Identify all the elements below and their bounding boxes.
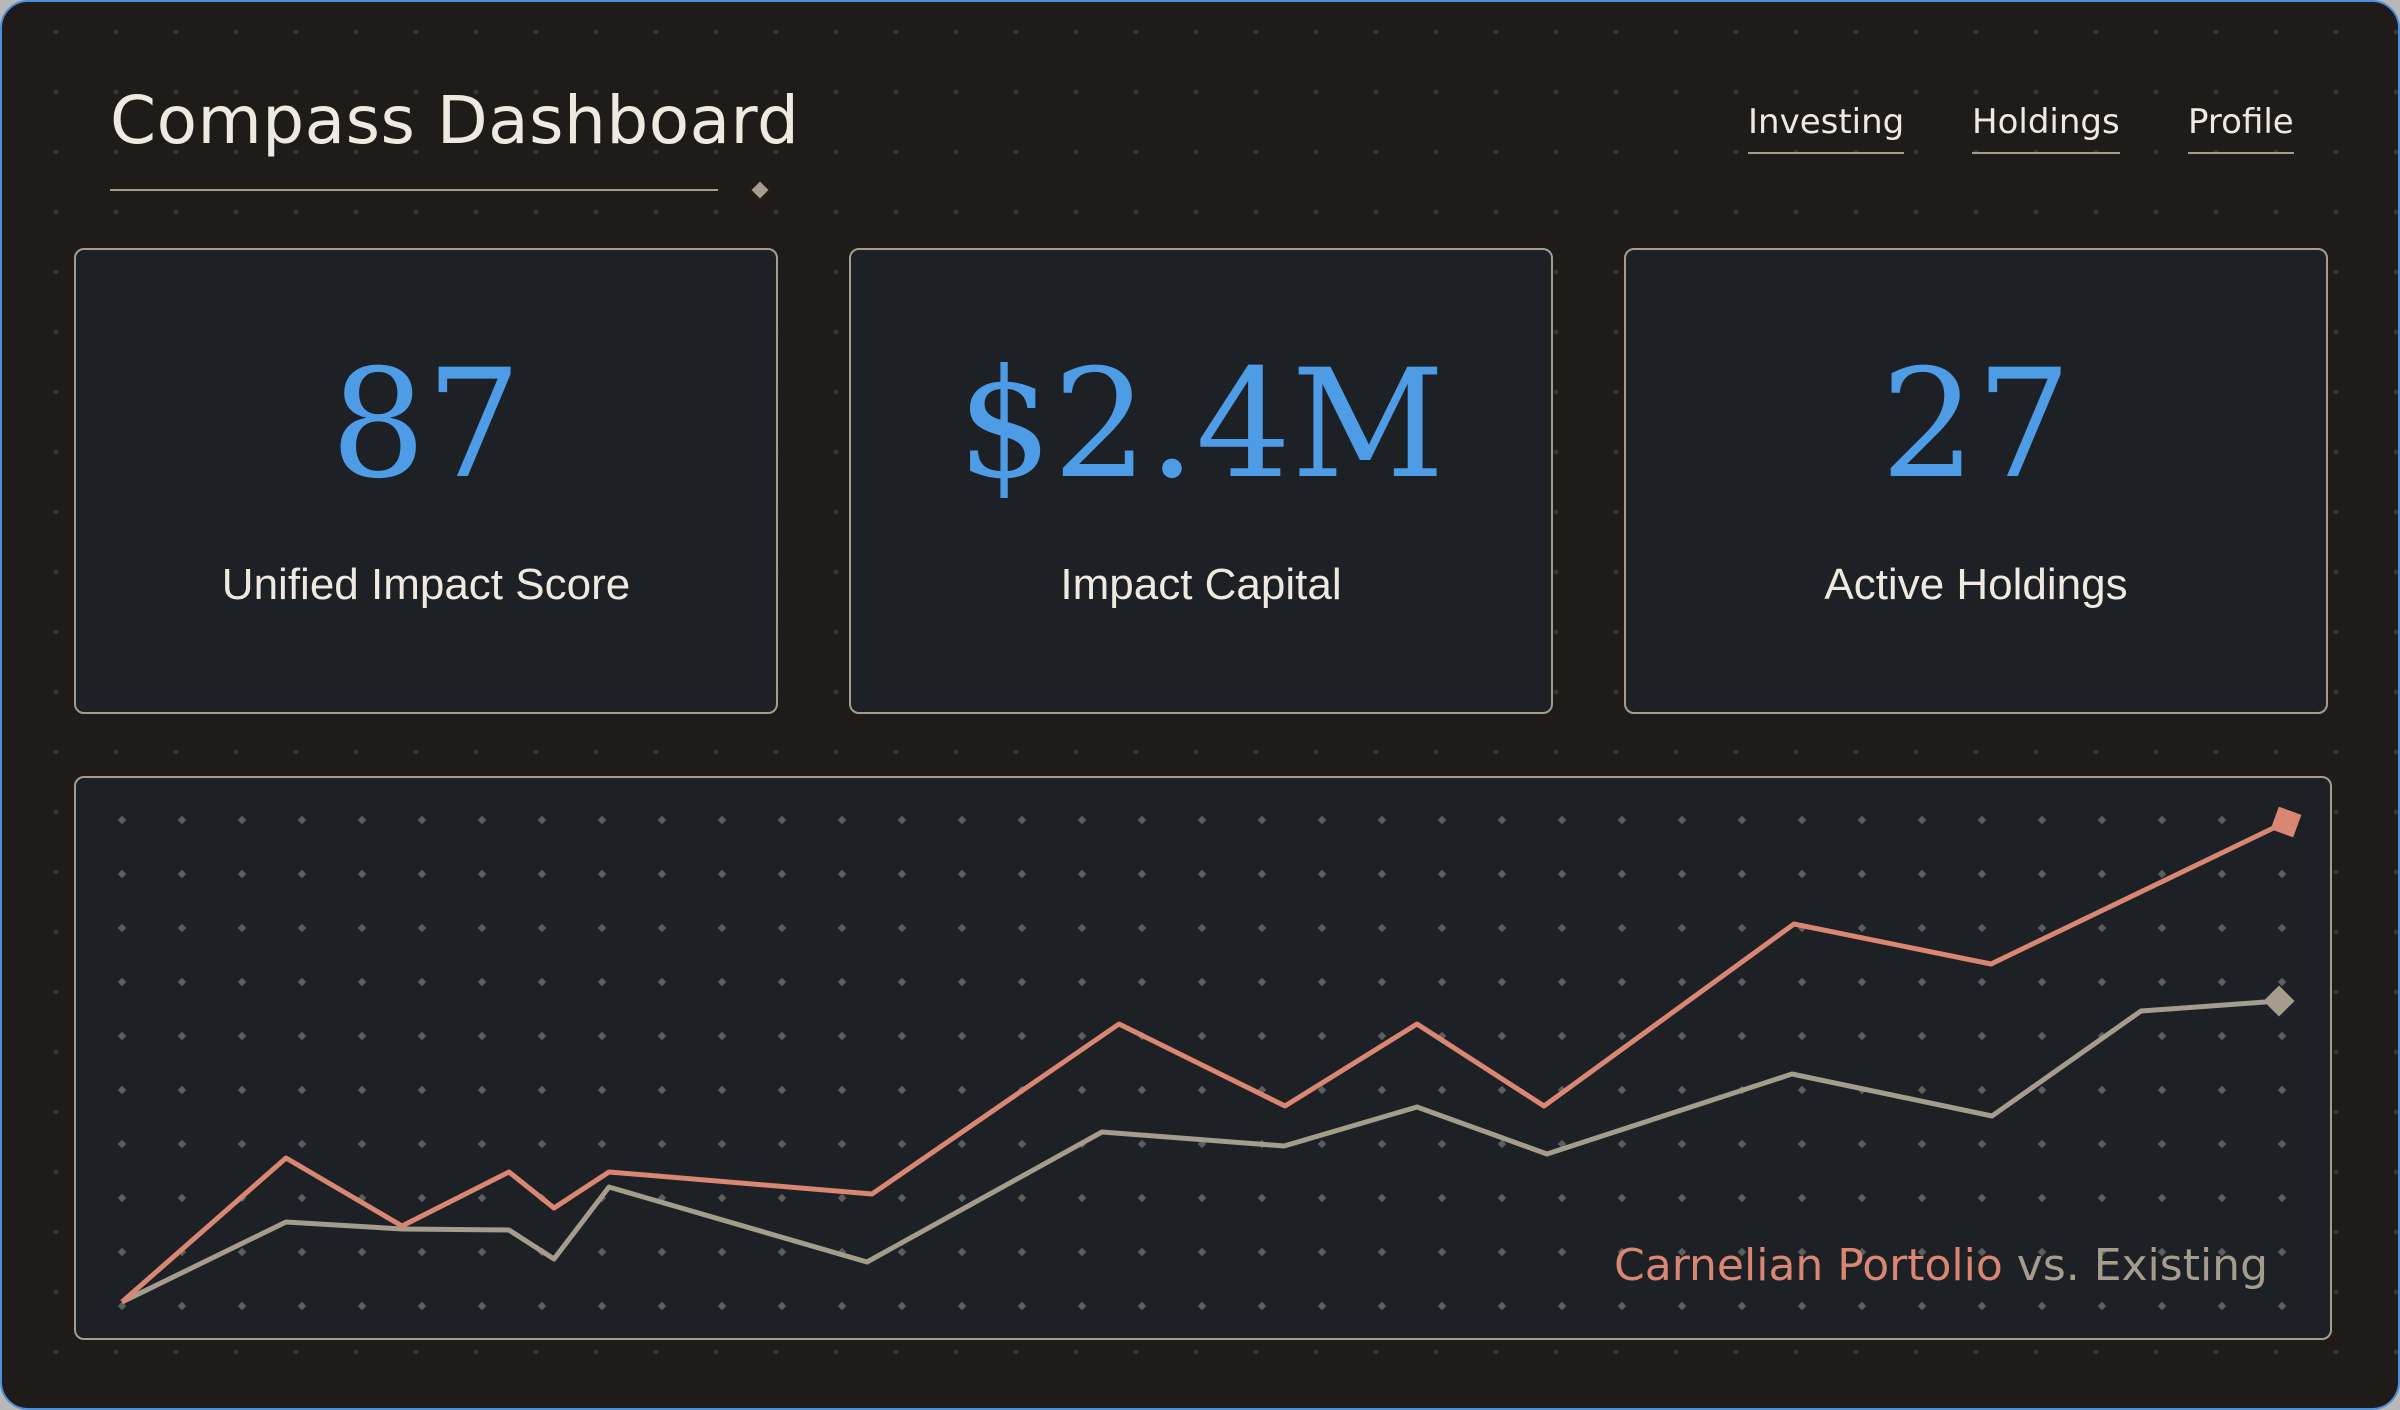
nav-link-investing[interactable]: Investing (1748, 102, 1905, 154)
metric-label: Unified Impact Score (221, 560, 631, 609)
metric-label: Active Holdings (1824, 560, 2128, 609)
title-underline (110, 189, 718, 191)
metric-card-active-holdings: 27 Active Holdings (1624, 248, 2328, 714)
chart-legend: Carnelian Portolio vs. Existing (1614, 1240, 2268, 1291)
series-line (120, 819, 2288, 1304)
metric-card-impact-score: 87 Unified Impact Score (74, 248, 778, 714)
metric-label: Impact Capital (1060, 560, 1342, 609)
metric-value: 87 (330, 338, 522, 512)
legend-series-carnelian: Carnelian Portolio (1614, 1240, 2003, 1291)
performance-chart-panel: Carnelian Portolio vs. Existing (74, 776, 2332, 1340)
series-line (120, 998, 2280, 1305)
nav-link-profile[interactable]: Profile (2188, 102, 2294, 154)
line-chart (117, 806, 2302, 1311)
series-end-marker-icon (2270, 806, 2302, 838)
series-end-marker-icon (2263, 985, 2295, 1017)
legend-separator: vs. (2002, 1240, 2094, 1291)
metric-card-impact-capital: $2.4M Impact Capital (849, 248, 1553, 714)
metric-value: $2.4M (957, 338, 1445, 512)
page-title: Compass Dashboard (110, 82, 800, 159)
legend-series-existing: Existing (2093, 1240, 2268, 1291)
metric-value: 27 (1880, 338, 2072, 512)
nav-link-holdings[interactable]: Holdings (1972, 102, 2120, 154)
diamond-ornament-icon (751, 181, 769, 199)
